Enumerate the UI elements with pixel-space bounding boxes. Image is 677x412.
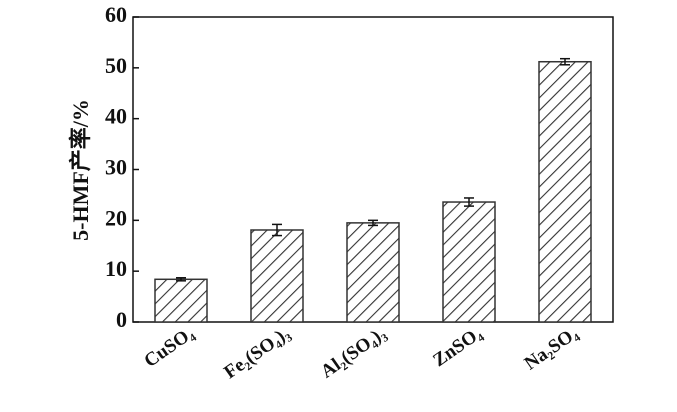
y-axis-label: 5-HMF产率/% xyxy=(68,99,93,241)
bar xyxy=(442,201,496,323)
error-bar xyxy=(464,197,474,207)
error-bar xyxy=(272,223,282,237)
x-tick-label: Al₂(SO₄)₃ xyxy=(317,323,390,383)
x-tick-label: CuSO₄ xyxy=(140,323,198,372)
y-tick-label: 50 xyxy=(105,53,127,78)
error-bar xyxy=(176,277,186,282)
x-tick-label: Fe₂(SO₄)₃ xyxy=(220,323,294,383)
bar xyxy=(250,229,304,323)
y-tick-label: 10 xyxy=(105,256,127,281)
y-tick-label: 20 xyxy=(105,205,127,230)
x-tick-label: ZnSO₄ xyxy=(429,323,486,372)
bar xyxy=(346,222,400,323)
bar xyxy=(154,278,208,323)
y-tick-label: 0 xyxy=(116,307,127,332)
y-tick-label: 60 xyxy=(105,2,127,27)
x-tick-label: Na₂SO₄ xyxy=(521,323,582,375)
y-tick-label: 40 xyxy=(105,104,127,129)
y-tick-label: 30 xyxy=(105,155,127,180)
bar xyxy=(538,60,592,323)
error-bar xyxy=(368,219,378,227)
error-bar xyxy=(560,57,570,66)
